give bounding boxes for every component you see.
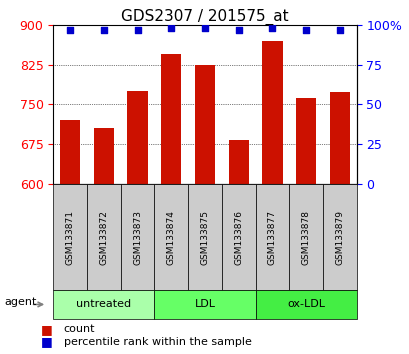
Text: LDL: LDL xyxy=(194,299,215,309)
Text: percentile rank within the sample: percentile rank within the sample xyxy=(63,337,251,347)
Bar xyxy=(329,92,349,184)
Point xyxy=(100,27,107,33)
Text: GSM133873: GSM133873 xyxy=(133,210,142,265)
Text: GSM133877: GSM133877 xyxy=(267,210,276,265)
Bar xyxy=(228,140,248,184)
Text: ox-LDL: ox-LDL xyxy=(286,299,324,309)
Text: GSM133871: GSM133871 xyxy=(65,210,74,265)
Point xyxy=(302,27,309,33)
Bar xyxy=(194,64,215,184)
Bar xyxy=(295,97,315,184)
Text: ■: ■ xyxy=(41,323,53,336)
Bar xyxy=(94,128,114,184)
Text: GSM133874: GSM133874 xyxy=(166,210,175,265)
Bar xyxy=(60,120,80,184)
Point xyxy=(235,27,241,33)
Text: ■: ■ xyxy=(41,335,53,348)
Text: count: count xyxy=(63,324,95,334)
Text: GSM133878: GSM133878 xyxy=(301,210,310,265)
Text: GSM133879: GSM133879 xyxy=(335,210,344,265)
Text: GSM133875: GSM133875 xyxy=(200,210,209,265)
Bar xyxy=(262,41,282,184)
Point xyxy=(268,25,275,31)
Text: GSM133876: GSM133876 xyxy=(234,210,243,265)
Point xyxy=(134,27,141,33)
Text: GDS2307 / 201575_at: GDS2307 / 201575_at xyxy=(121,9,288,25)
Point xyxy=(201,25,208,31)
Point xyxy=(67,27,73,33)
Text: agent: agent xyxy=(4,297,36,307)
Point xyxy=(168,25,174,31)
Bar xyxy=(161,54,181,184)
Bar xyxy=(127,91,147,184)
Text: untreated: untreated xyxy=(76,299,131,309)
Text: GSM133872: GSM133872 xyxy=(99,210,108,265)
Point xyxy=(336,27,342,33)
